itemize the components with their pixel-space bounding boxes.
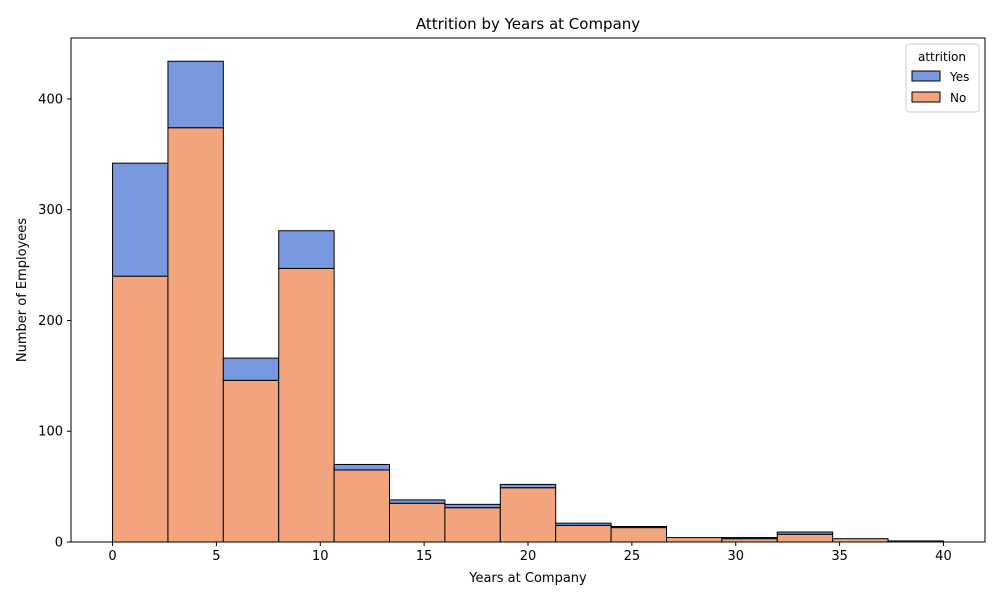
bar-no-2 [222, 379, 280, 543]
x-tick-label: 30 [727, 549, 744, 564]
bar-yes-6 [444, 503, 501, 509]
y-tick-label: 200 [38, 314, 63, 329]
bar-yes-5 [389, 499, 446, 504]
x-tick-label: 25 [624, 549, 641, 564]
y-axis-title: Number of Employees [15, 218, 30, 362]
bar-no-1 [167, 127, 224, 543]
legend-label-yes[interactable]: Yes [949, 70, 969, 84]
legend-swatch-no[interactable] [911, 91, 941, 103]
x-tick-label: 20 [520, 549, 537, 564]
x-tick-label: 5 [212, 549, 220, 564]
bar-yes-7 [499, 483, 557, 489]
legend-label-no[interactable]: No [950, 91, 966, 105]
bar-yes-9 [610, 525, 667, 529]
x-tick-label: 40 [935, 549, 952, 564]
bar-yes-3 [278, 230, 335, 269]
bar-no-0 [112, 275, 169, 543]
bar-no-5 [389, 502, 446, 543]
bar-yes-0 [112, 162, 169, 277]
bar-yes-2 [222, 357, 280, 381]
y-tick-label: 100 [38, 425, 63, 440]
y-tick-label: 0 [55, 536, 63, 551]
y-tick-label: 400 [38, 92, 63, 107]
bar-yes-1 [167, 60, 224, 129]
x-tick-label: 0 [108, 549, 116, 564]
bars-group [112, 60, 944, 543]
x-tick-label: 15 [416, 549, 433, 564]
bar-no-4 [333, 469, 391, 543]
bar-no-8 [555, 524, 612, 543]
y-axis: 0 100 200 300 400 [38, 92, 71, 551]
y-tick-label: 300 [38, 203, 63, 218]
bar-no-7 [499, 487, 557, 543]
legend-title: attrition [918, 50, 966, 64]
bar-yes-8 [555, 522, 612, 526]
x-axis: 0 5 10 15 20 25 30 35 40 [108, 542, 952, 564]
legend-swatch-yes[interactable] [911, 70, 941, 82]
bar-no-3 [278, 267, 335, 543]
bar-no-12 [776, 533, 834, 543]
bar-no-6 [444, 507, 501, 543]
bar-no-9 [610, 527, 667, 543]
bar-no-10 [665, 537, 723, 543]
bar-yes-4 [333, 463, 391, 471]
bar-yes-11 [721, 537, 778, 540]
chart-title: Attrition by Years at Company [416, 15, 640, 33]
legend[interactable]: attrition Yes No [905, 43, 980, 113]
x-tick-label: 35 [831, 549, 848, 564]
x-tick-label: 10 [312, 549, 329, 564]
x-axis-title: Years at Company [468, 571, 587, 586]
bar-yes-12 [776, 531, 834, 535]
